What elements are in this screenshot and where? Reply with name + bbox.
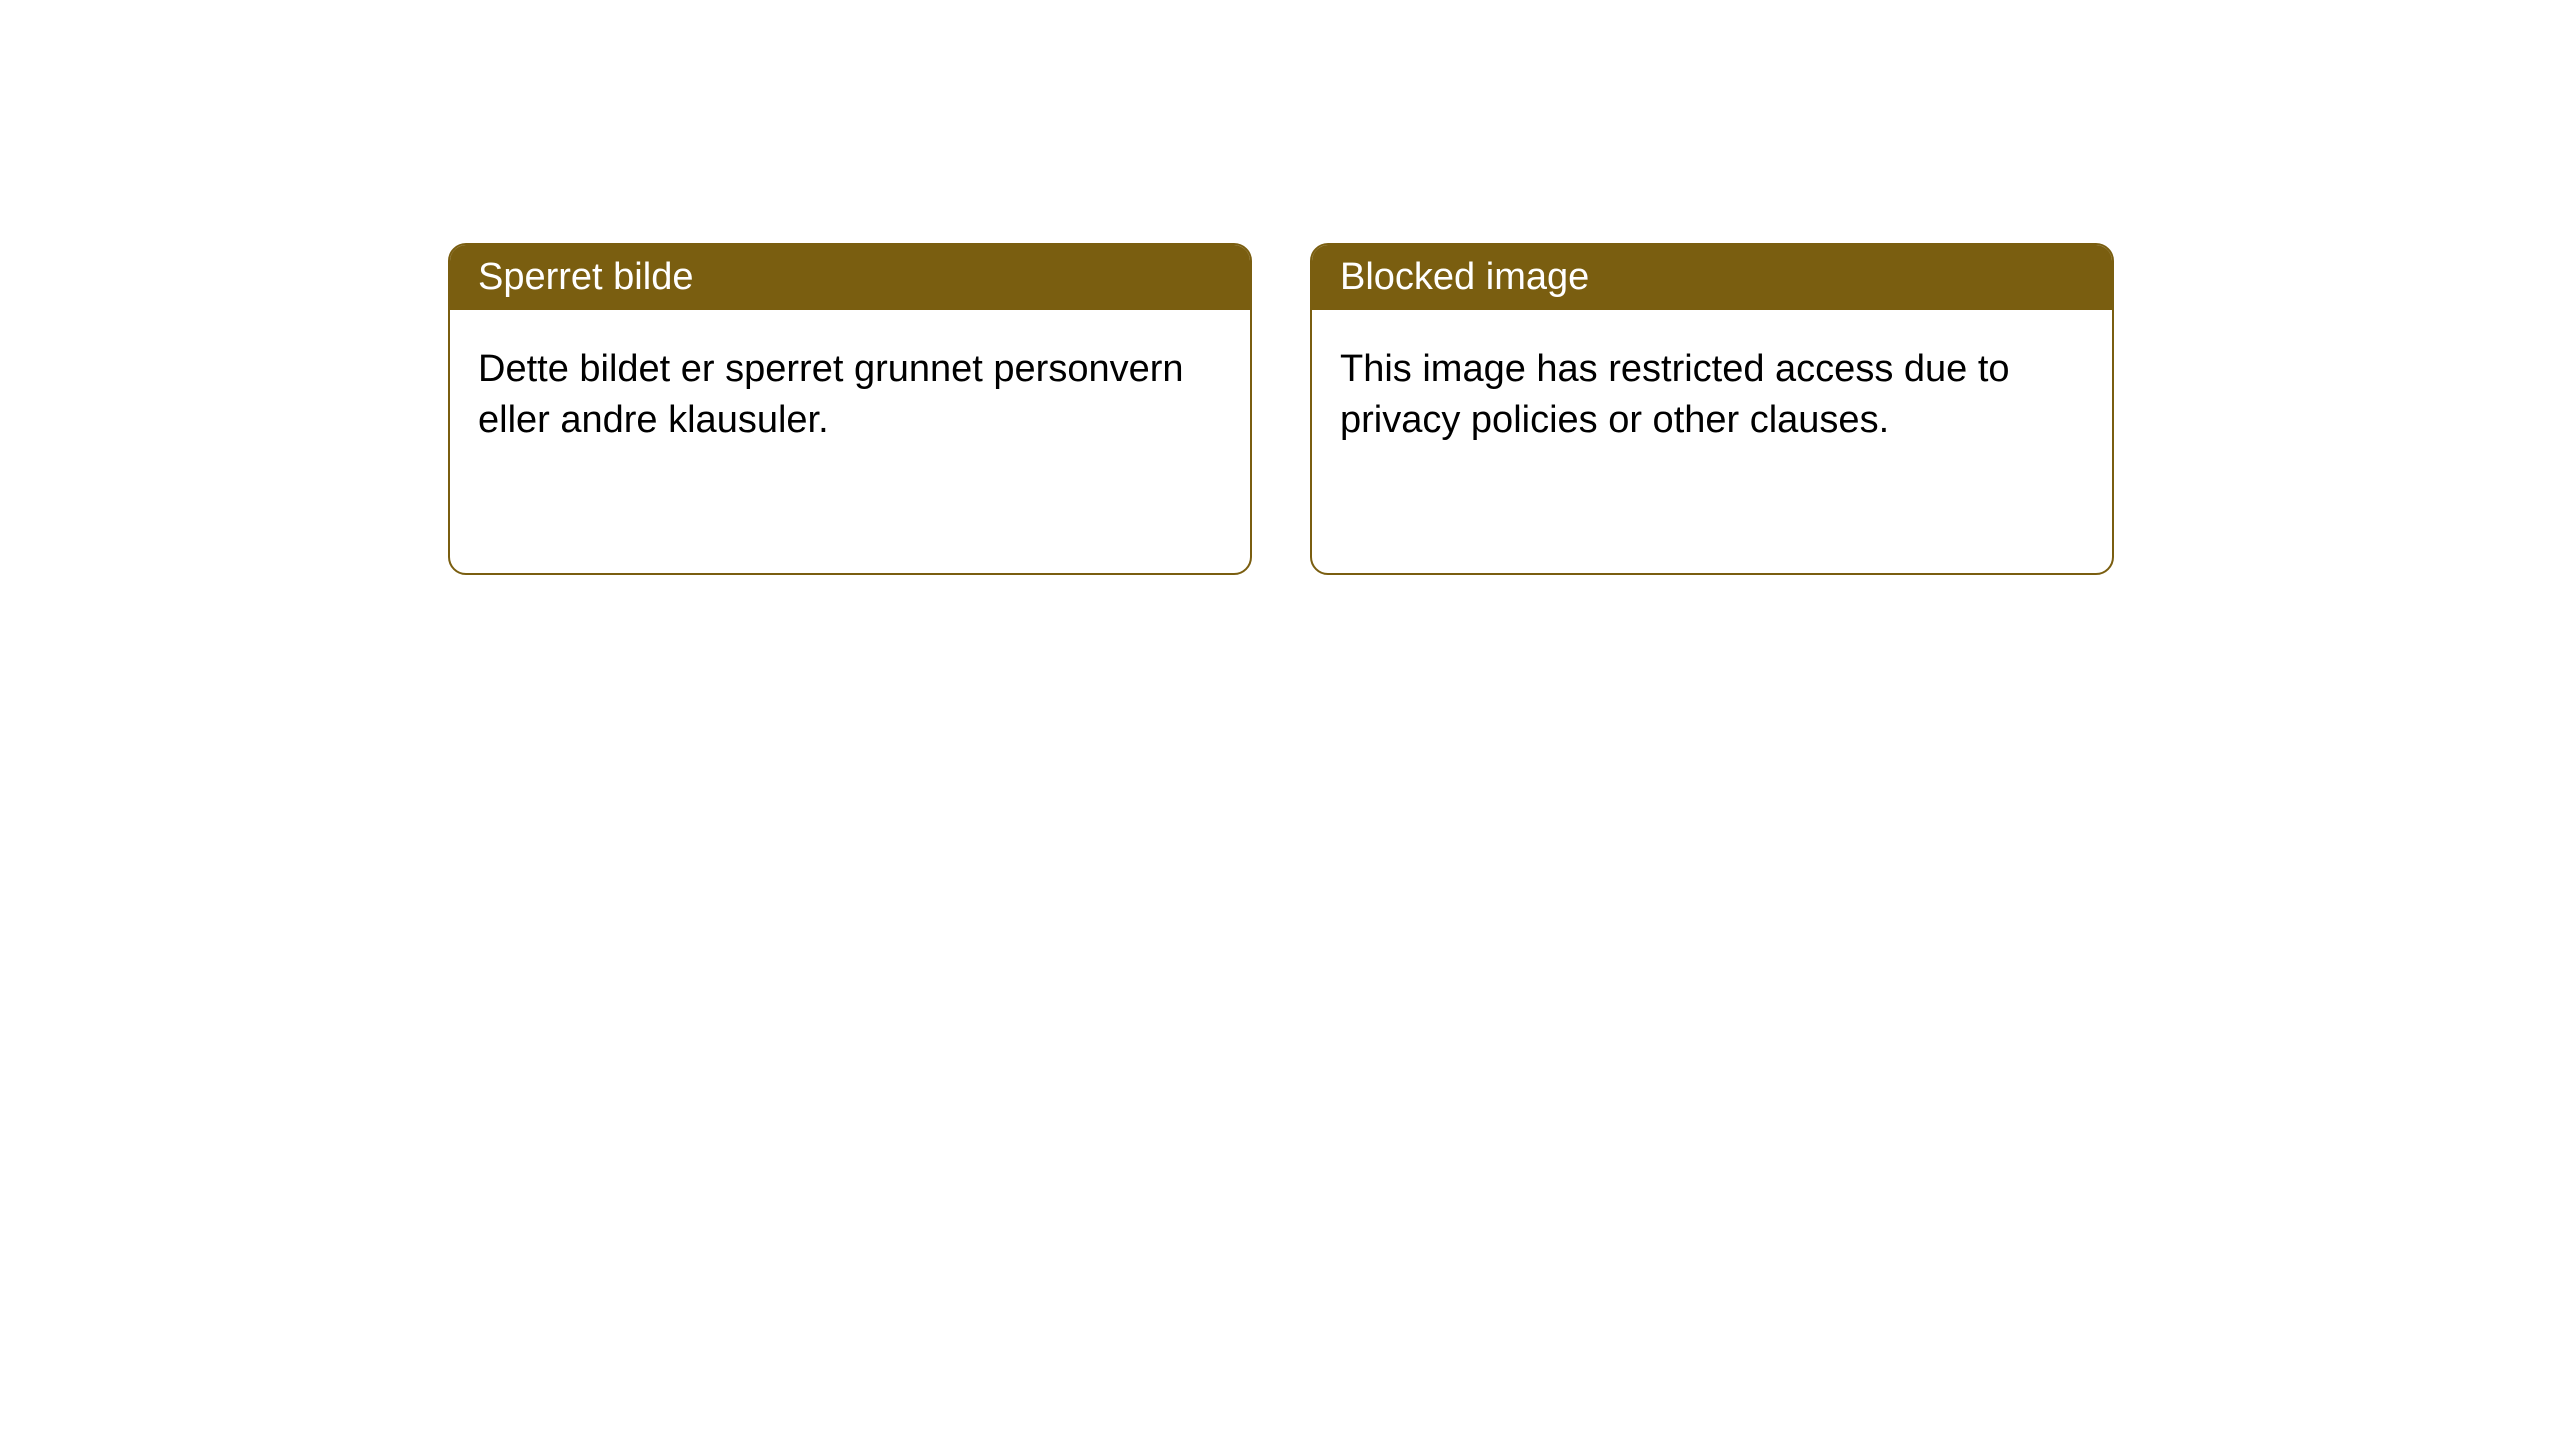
notice-container: Sperret bilde Dette bildet er sperret gr… xyxy=(0,0,2560,575)
notice-body: Dette bildet er sperret grunnet personve… xyxy=(450,310,1250,481)
notice-box-norwegian: Sperret bilde Dette bildet er sperret gr… xyxy=(448,243,1252,575)
notice-title: Blocked image xyxy=(1340,256,1589,298)
notice-header: Blocked image xyxy=(1312,245,2112,310)
notice-box-english: Blocked image This image has restricted … xyxy=(1310,243,2114,575)
notice-title: Sperret bilde xyxy=(478,256,693,298)
notice-text: This image has restricted access due to … xyxy=(1340,348,2010,441)
notice-text: Dette bildet er sperret grunnet personve… xyxy=(478,348,1184,441)
notice-header: Sperret bilde xyxy=(450,245,1250,310)
notice-body: This image has restricted access due to … xyxy=(1312,310,2112,481)
